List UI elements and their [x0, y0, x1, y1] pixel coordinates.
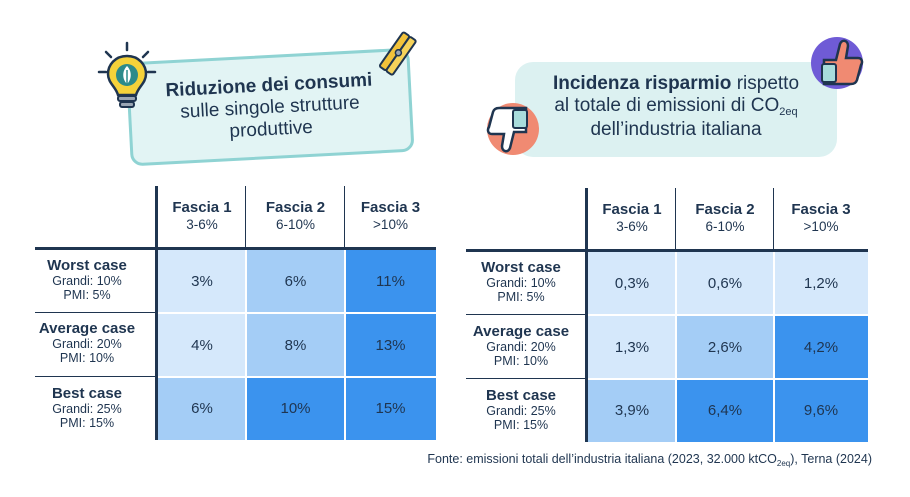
right-col-separator	[675, 252, 677, 442]
left-col-header-2: Fascia 2 6-10%	[246, 199, 345, 233]
right-row-separator	[588, 378, 868, 380]
right-header-divider	[773, 188, 774, 250]
row-grandi: Grandi: 20%	[52, 337, 122, 351]
left-row-separator	[158, 312, 436, 314]
col-name: Fascia 3	[791, 201, 851, 218]
left-cell-r2-c3: 13%	[345, 313, 436, 377]
thumbs-down-icon	[486, 103, 539, 155]
col-range: >10%	[803, 219, 839, 234]
right-row-label-2: Average case Grandi: 20% PMI: 10%	[456, 323, 586, 368]
right-title-bold: Incidenza risparmio	[552, 73, 732, 94]
row-pmi: PMI: 5%	[63, 288, 111, 302]
right-title-rest: rispetto	[731, 73, 800, 94]
right-cell-r1-c2: 0,6%	[676, 252, 774, 315]
left-cell-r3-c1: 6%	[158, 377, 246, 440]
left-label-divider	[35, 376, 155, 377]
row-grandi: Grandi: 20%	[486, 340, 556, 354]
left-cell-r1-c3: 11%	[345, 250, 436, 313]
right-cell-r1-c1: 0,3%	[588, 252, 676, 315]
right-title-card: Incidenza risparmio rispetto al totale d…	[515, 62, 837, 157]
right-row-label-3: Best case Grandi: 25% PMI: 15%	[456, 387, 586, 432]
left-col-separator	[245, 250, 247, 440]
right-cell-r2-c1: 1,3%	[588, 315, 676, 379]
right-row-separator	[588, 314, 868, 316]
col-name: Fascia 2	[695, 201, 755, 218]
left-label-divider	[35, 312, 155, 313]
row-grandi: Grandi: 10%	[52, 274, 122, 288]
right-cell-r3-c1: 3,9%	[588, 379, 676, 442]
row-pmi: PMI: 5%	[497, 290, 545, 304]
left-col-separator	[344, 250, 346, 440]
left-cell-r2-c2: 8%	[246, 313, 345, 377]
right-table-vertical-axis	[585, 188, 588, 442]
left-cell-r3-c2: 10%	[246, 377, 345, 440]
left-title-card: Riduzione dei consumi sulle singole stru…	[125, 47, 415, 167]
source-note: Fonte: emissioni totali dell’industria i…	[427, 452, 872, 468]
left-row-label-1: Worst case Grandi: 10% PMI: 5%	[20, 257, 154, 302]
row-grandi: Grandi: 10%	[486, 276, 556, 290]
right-cell-r1-c3: 1,2%	[774, 252, 868, 315]
left-table-horizontal-axis	[35, 247, 436, 250]
left-cell-r2-c1: 4%	[158, 313, 246, 377]
left-header-divider	[245, 186, 246, 248]
col-range: 6-10%	[275, 217, 316, 232]
left-col-header-3: Fascia 3 >10%	[345, 199, 436, 233]
row-grandi: Grandi: 25%	[486, 404, 556, 418]
right-title-line2: al totale di emissioni di CO	[554, 95, 780, 116]
right-cell-r2-c3: 4,2%	[774, 315, 868, 379]
col-range: 3-6%	[186, 217, 218, 232]
col-name: Fascia 2	[265, 199, 326, 216]
left-row-separator	[158, 376, 436, 378]
clothespin-icon	[379, 31, 417, 76]
thumbs-up-icon	[811, 37, 864, 89]
right-col-header-2: Fascia 2 6-10%	[676, 201, 774, 235]
row-name: Worst case	[481, 259, 561, 276]
left-table-vertical-axis	[155, 186, 158, 440]
source-text: Fonte: emissioni totali dell’industria i…	[427, 452, 777, 466]
left-cell-r1-c1: 3%	[158, 250, 246, 313]
right-label-divider	[466, 378, 585, 379]
lightbulb-leaf-icon	[97, 41, 157, 108]
source-text-end: ), Terna (2024)	[790, 452, 872, 466]
right-cell-r3-c3: 9,6%	[774, 379, 868, 442]
right-table-horizontal-axis	[466, 249, 868, 252]
col-name: Fascia 3	[360, 199, 421, 216]
right-header-divider	[675, 188, 676, 250]
row-pmi: PMI: 15%	[59, 416, 115, 430]
right-cell-r2-c2: 2,6%	[676, 315, 774, 379]
row-name: Average case	[38, 320, 136, 337]
left-row-label-3: Best case Grandi: 25% PMI: 15%	[20, 385, 154, 430]
col-name: Fascia 1	[172, 199, 232, 216]
row-pmi: PMI: 10%	[493, 354, 549, 368]
col-name: Fascia 1	[602, 201, 662, 218]
row-name: Average case	[472, 323, 570, 340]
right-title-line3: dell’industria italiana	[590, 119, 762, 140]
row-name: Worst case	[47, 257, 127, 274]
right-title-sub: 2eq	[779, 106, 798, 118]
source-sub: 2eq	[776, 459, 791, 468]
right-cell-r3-c2: 6,4%	[676, 379, 774, 442]
col-range: 3-6%	[616, 219, 648, 234]
left-row-label-2: Average case Grandi: 20% PMI: 10%	[20, 320, 154, 365]
right-row-label-1: Worst case Grandi: 10% PMI: 5%	[456, 259, 586, 304]
row-pmi: PMI: 10%	[59, 351, 115, 365]
col-range: >10%	[373, 217, 408, 232]
right-col-header-1: Fascia 1 3-6%	[588, 201, 676, 235]
col-range: 6-10%	[705, 219, 745, 234]
row-pmi: PMI: 15%	[493, 418, 549, 432]
left-cell-r3-c3: 15%	[345, 377, 436, 440]
right-col-separator	[773, 252, 775, 442]
row-name: Best case	[485, 387, 557, 404]
row-name: Best case	[51, 385, 123, 402]
left-header-divider	[344, 186, 345, 248]
left-col-header-1: Fascia 1 3-6%	[158, 199, 246, 233]
right-label-divider	[466, 314, 585, 315]
left-cell-r1-c2: 6%	[246, 250, 345, 313]
row-grandi: Grandi: 25%	[52, 402, 122, 416]
right-col-header-3: Fascia 3 >10%	[774, 201, 868, 235]
